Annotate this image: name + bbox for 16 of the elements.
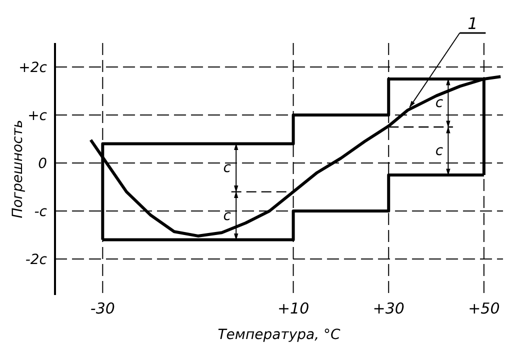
- y-tick-label: +2c: [18, 60, 48, 76]
- y-tick-label: +c: [28, 108, 48, 124]
- y-tick-label: 0: [38, 156, 48, 172]
- annotation: c: [435, 95, 444, 111]
- y-tick-label: -c: [34, 204, 48, 220]
- x-tick-label: -30: [90, 300, 115, 318]
- x-tick-label: +10: [277, 300, 310, 318]
- x-tick-label: +50: [468, 300, 500, 318]
- x-axis-title: Температура, °C: [218, 327, 340, 343]
- x-tick-label: +30: [372, 300, 404, 318]
- y-tick-label: -2c: [25, 252, 48, 268]
- annotation: 1: [468, 14, 478, 33]
- annotation: c: [223, 160, 232, 176]
- y-axis-title: Погрешность: [10, 120, 26, 218]
- annotation: c: [435, 143, 444, 159]
- annotation: c: [223, 208, 232, 224]
